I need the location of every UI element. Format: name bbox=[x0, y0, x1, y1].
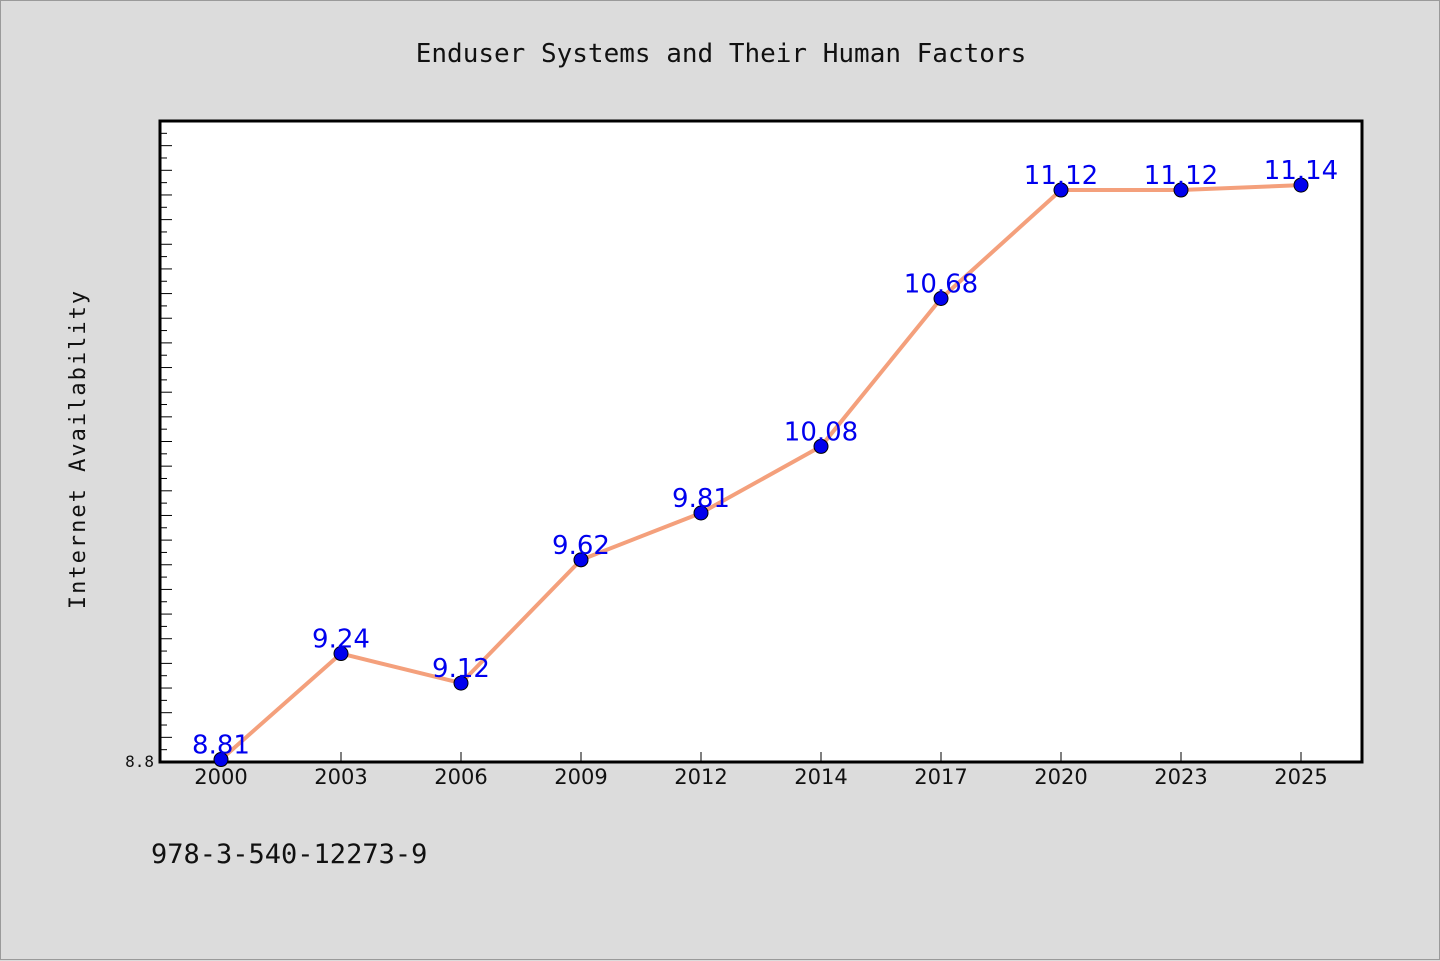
y-axis-label: Internet Availability bbox=[66, 289, 91, 609]
plot-area bbox=[158, 119, 1364, 764]
y-axis-ticks: 8.8 bbox=[125, 132, 172, 771]
x-axis-ticks: 2000 2003 2006 2009 2012 2014 2017 2020 2023 2025 bbox=[194, 752, 1328, 789]
data-label: 10.68 bbox=[904, 270, 978, 300]
data-point bbox=[933, 291, 949, 307]
data-label: 9.62 bbox=[552, 531, 610, 561]
data-label: 11.12 bbox=[1024, 161, 1098, 191]
footer-isbn: 978-3-540-12273-9 bbox=[151, 839, 427, 870]
x-tick-label: 2006 bbox=[434, 765, 487, 789]
data-point bbox=[1293, 177, 1309, 193]
data-point bbox=[333, 646, 349, 662]
data-label: 9.12 bbox=[432, 654, 490, 684]
series-line bbox=[219, 183, 1302, 762]
data-point bbox=[573, 552, 589, 568]
x-tick-label: 2025 bbox=[1274, 765, 1327, 789]
x-tick-label: 2000 bbox=[194, 765, 247, 789]
data-point bbox=[213, 752, 229, 768]
y-tick-label: 8.8 bbox=[125, 752, 154, 771]
x-tick-label: 2023 bbox=[1154, 765, 1207, 789]
data-point bbox=[1053, 182, 1069, 198]
x-tick-label: 2012 bbox=[674, 765, 727, 789]
data-point bbox=[453, 675, 469, 691]
x-tick-label: 2003 bbox=[314, 765, 367, 789]
data-labels: 8.81 9.24 9.12 9.62 9.81 10.08 10.68 11.12 11.12… bbox=[192, 156, 1338, 760]
data-label: 9.24 bbox=[312, 625, 370, 655]
data-point bbox=[813, 438, 829, 454]
series-line-group bbox=[219, 183, 1302, 762]
data-label: 10.08 bbox=[784, 417, 858, 447]
data-label: 9.81 bbox=[672, 484, 730, 514]
data-label: 8.81 bbox=[192, 731, 250, 761]
data-point bbox=[1173, 182, 1189, 198]
data-label: 11.14 bbox=[1264, 156, 1338, 186]
x-tick-label: 2009 bbox=[554, 765, 607, 789]
x-tick-label: 2020 bbox=[1034, 765, 1087, 789]
data-point bbox=[693, 505, 709, 521]
x-tick-label: 2014 bbox=[794, 765, 847, 789]
x-tick-label: 2017 bbox=[914, 765, 967, 789]
data-label: 11.12 bbox=[1144, 161, 1218, 191]
data-points bbox=[213, 177, 1309, 768]
chart-title: Enduser Systems and Their Human Factors bbox=[416, 39, 1026, 69]
